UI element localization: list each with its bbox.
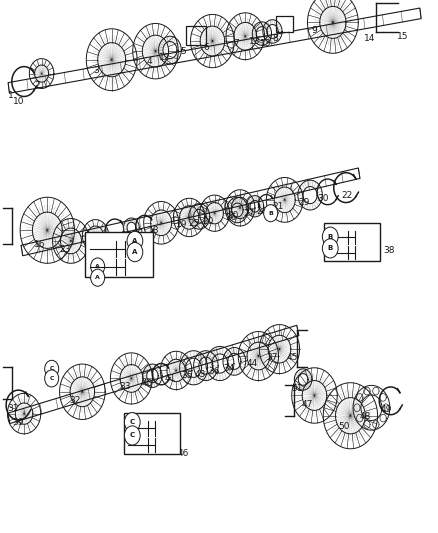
Text: 10: 10 bbox=[13, 97, 24, 106]
Text: 13: 13 bbox=[260, 39, 271, 48]
Text: 5: 5 bbox=[180, 47, 186, 55]
Circle shape bbox=[322, 239, 338, 258]
Text: 34: 34 bbox=[223, 365, 234, 373]
Text: 23: 23 bbox=[59, 245, 71, 254]
Text: 4: 4 bbox=[146, 57, 152, 66]
Text: 38: 38 bbox=[383, 246, 395, 255]
Circle shape bbox=[127, 243, 143, 262]
Text: 47: 47 bbox=[302, 400, 313, 408]
Text: 25: 25 bbox=[188, 220, 199, 228]
Text: 46: 46 bbox=[177, 449, 189, 457]
Bar bbox=[186, 26, 206, 45]
Bar bbox=[124, 413, 180, 454]
Circle shape bbox=[91, 258, 105, 275]
Text: 24: 24 bbox=[84, 240, 95, 249]
Text: C: C bbox=[49, 366, 54, 372]
Text: 20: 20 bbox=[202, 217, 214, 225]
Circle shape bbox=[45, 360, 59, 377]
Circle shape bbox=[124, 426, 140, 445]
Text: 45: 45 bbox=[287, 353, 298, 361]
Text: 33: 33 bbox=[119, 382, 131, 391]
Bar bbox=[276, 16, 293, 32]
Circle shape bbox=[124, 413, 140, 432]
Text: 40: 40 bbox=[141, 379, 153, 388]
Bar bbox=[324, 223, 380, 261]
Circle shape bbox=[45, 370, 59, 387]
Text: 11: 11 bbox=[103, 233, 114, 242]
Text: A: A bbox=[132, 238, 138, 244]
Text: 14: 14 bbox=[364, 35, 376, 43]
Circle shape bbox=[127, 231, 143, 251]
Text: 49: 49 bbox=[381, 405, 392, 414]
Text: 15: 15 bbox=[397, 33, 409, 41]
Text: 32: 32 bbox=[70, 397, 81, 405]
Text: 1: 1 bbox=[8, 92, 14, 100]
Text: 17: 17 bbox=[121, 231, 132, 240]
Text: 37: 37 bbox=[267, 353, 278, 361]
Circle shape bbox=[91, 269, 105, 286]
Text: 48: 48 bbox=[360, 413, 371, 421]
Text: 21: 21 bbox=[272, 203, 284, 211]
Text: 43: 43 bbox=[195, 370, 206, 378]
Text: 18: 18 bbox=[148, 226, 160, 235]
Text: 8: 8 bbox=[272, 34, 278, 43]
Text: 9: 9 bbox=[311, 27, 318, 35]
Text: 2: 2 bbox=[35, 81, 40, 90]
Text: 30: 30 bbox=[318, 194, 329, 203]
Text: 13: 13 bbox=[249, 37, 261, 46]
Text: 50: 50 bbox=[338, 422, 350, 431]
Text: C: C bbox=[130, 432, 135, 439]
Circle shape bbox=[322, 227, 338, 246]
Text: 16: 16 bbox=[34, 240, 45, 248]
Text: 12: 12 bbox=[159, 53, 170, 62]
Text: 22: 22 bbox=[341, 191, 353, 200]
Text: 39: 39 bbox=[13, 418, 24, 426]
Text: 28: 28 bbox=[256, 207, 268, 216]
Text: 11: 11 bbox=[134, 239, 145, 248]
Text: B: B bbox=[268, 211, 273, 216]
Text: 7: 7 bbox=[233, 39, 239, 48]
Bar bbox=[85, 232, 153, 277]
Text: 19: 19 bbox=[176, 221, 187, 229]
Text: B: B bbox=[328, 245, 333, 252]
Text: 26: 26 bbox=[226, 213, 237, 222]
Text: A: A bbox=[95, 264, 100, 269]
Text: 44: 44 bbox=[246, 359, 258, 368]
Circle shape bbox=[264, 205, 278, 222]
Text: C: C bbox=[130, 419, 135, 425]
Text: 3: 3 bbox=[93, 66, 99, 75]
Text: 6: 6 bbox=[204, 44, 210, 52]
Text: 27: 27 bbox=[243, 209, 254, 218]
Text: 41: 41 bbox=[164, 374, 176, 383]
Text: 11: 11 bbox=[134, 230, 145, 238]
Text: 29: 29 bbox=[299, 198, 310, 206]
Text: C: C bbox=[49, 376, 54, 381]
Text: B: B bbox=[328, 233, 333, 240]
Text: 35: 35 bbox=[182, 371, 193, 379]
Text: 20: 20 bbox=[227, 212, 239, 220]
Text: 31: 31 bbox=[7, 404, 19, 413]
Text: A: A bbox=[132, 249, 138, 255]
Text: A: A bbox=[95, 275, 100, 280]
Text: 51: 51 bbox=[291, 384, 303, 392]
Text: 36: 36 bbox=[208, 367, 219, 376]
